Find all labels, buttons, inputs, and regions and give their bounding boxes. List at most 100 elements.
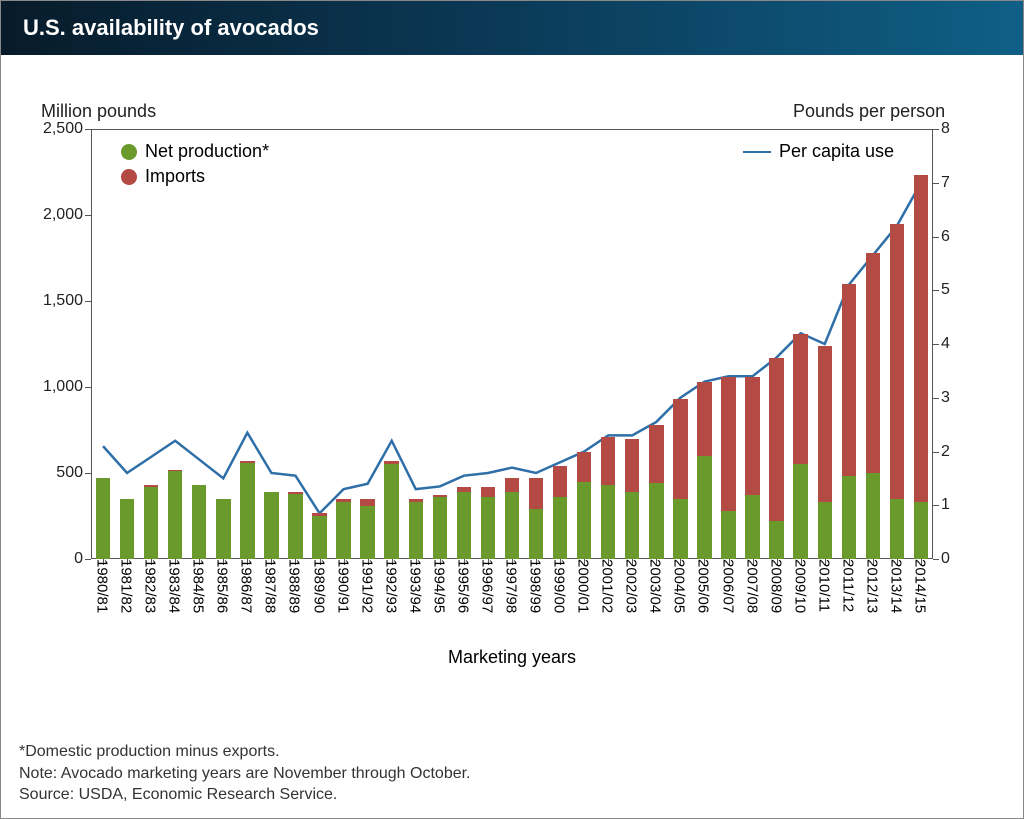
legend-stacked: Net production* Imports	[121, 141, 269, 191]
bar-group	[866, 253, 880, 559]
bar-group	[433, 495, 447, 559]
bar-segment	[264, 492, 278, 559]
legend-item: Per capita use	[743, 141, 894, 162]
bar-segment	[601, 437, 615, 485]
bar-segment	[288, 494, 302, 559]
x-tick-label: 1997/98	[503, 559, 522, 613]
y-left-tick: 2,500	[43, 120, 91, 138]
bar-segment	[481, 497, 495, 559]
bar-group	[601, 437, 615, 559]
bar-segment	[481, 487, 495, 497]
bar-group	[577, 452, 591, 559]
bar-group	[529, 478, 543, 559]
bar-segment	[625, 492, 639, 559]
bar-group	[842, 284, 856, 559]
x-tick-label: 2000/01	[575, 559, 594, 613]
bar-segment	[649, 425, 663, 483]
x-tick-label: 1992/93	[382, 559, 401, 613]
legend-label: Imports	[145, 166, 205, 187]
x-tick-label: 1999/00	[551, 559, 570, 613]
bar-group	[409, 499, 423, 559]
y-right-title: Pounds per person	[793, 101, 1024, 122]
bar-segment	[240, 463, 254, 559]
bar-segment	[384, 464, 398, 559]
x-tick-label: 2010/11	[815, 559, 834, 612]
bar-segment	[697, 456, 711, 559]
bar-group	[745, 377, 759, 559]
x-tick-label: 1987/88	[262, 559, 281, 613]
x-tick-label: 2003/04	[647, 559, 666, 613]
x-tick-label: 2012/13	[863, 559, 882, 613]
bar-segment	[890, 224, 904, 499]
bar-segment	[745, 377, 759, 496]
x-tick-label: 2004/05	[671, 559, 690, 613]
x-tick-label: 1986/87	[238, 559, 257, 613]
bar-group	[721, 377, 735, 559]
x-tick-label: 1980/81	[94, 559, 113, 613]
bar-segment	[360, 506, 374, 559]
bar-segment	[625, 439, 639, 492]
footnote-line: *Domestic production minus exports.	[19, 741, 471, 763]
bar-segment	[144, 487, 158, 559]
bar-group	[216, 499, 230, 559]
bar-group	[818, 346, 832, 559]
legend-swatch-dot	[121, 144, 137, 160]
bar-segment	[818, 502, 832, 559]
x-tick-label: 2009/10	[791, 559, 810, 613]
bar-group	[697, 382, 711, 559]
bar-segment	[553, 497, 567, 559]
legend-swatch-dot	[121, 169, 137, 185]
bar-segment	[601, 485, 615, 559]
x-tick-label: 2014/15	[911, 559, 930, 613]
bar-segment	[842, 284, 856, 477]
bar-segment	[866, 253, 880, 473]
bar-segment	[529, 478, 543, 509]
bar-segment	[842, 476, 856, 559]
bar-segment	[914, 175, 928, 502]
chart-area: Million pounds Pounds per person 05001,0…	[1, 55, 1023, 818]
bar-segment	[769, 521, 783, 559]
bar-segment	[721, 377, 735, 511]
x-tick-label: 1988/89	[286, 559, 305, 613]
bar-segment	[168, 471, 182, 559]
bar-segment	[769, 358, 783, 521]
bar-segment	[673, 399, 687, 499]
bar-group	[144, 485, 158, 559]
bar-group	[914, 175, 928, 559]
bar-group	[360, 499, 374, 559]
bar-group	[336, 499, 350, 559]
bar-segment	[216, 499, 230, 559]
x-tick-label: 1996/97	[478, 559, 497, 613]
bar-segment	[409, 502, 423, 559]
bar-segment	[553, 466, 567, 497]
bar-segment	[529, 509, 543, 559]
bar-group	[625, 439, 639, 559]
y-left-title: Million pounds	[41, 101, 156, 122]
bar-segment	[120, 499, 134, 559]
bar-group	[264, 492, 278, 559]
bar-segment	[649, 483, 663, 559]
x-tick-label: 1998/99	[527, 559, 546, 613]
bar-segment	[890, 499, 904, 559]
legend-swatch-line	[743, 151, 771, 153]
bar-segment	[818, 346, 832, 503]
chart-title: U.S. availability of avocados	[23, 15, 319, 41]
bar-group	[288, 492, 302, 559]
bar-segment	[673, 499, 687, 559]
bar-segment	[312, 516, 326, 559]
footnotes: *Domestic production minus exports.Note:…	[19, 741, 471, 806]
x-tick-label: 2008/09	[767, 559, 786, 613]
bar-segment	[192, 485, 206, 559]
bar-segment	[745, 495, 759, 559]
x-tick-label: 2011/12	[839, 559, 858, 612]
bar-segment	[577, 482, 591, 559]
legend-label: Net production*	[145, 141, 269, 162]
title-bar: U.S. availability of avocados	[1, 1, 1023, 55]
x-tick-label: 2005/06	[695, 559, 714, 613]
legend-line: Per capita use	[743, 141, 894, 166]
bar-group	[649, 425, 663, 559]
bar-group	[457, 487, 471, 559]
x-tick-label: 1984/85	[190, 559, 209, 613]
x-tick-label: 1983/84	[166, 559, 185, 613]
bar-segment	[914, 502, 928, 559]
